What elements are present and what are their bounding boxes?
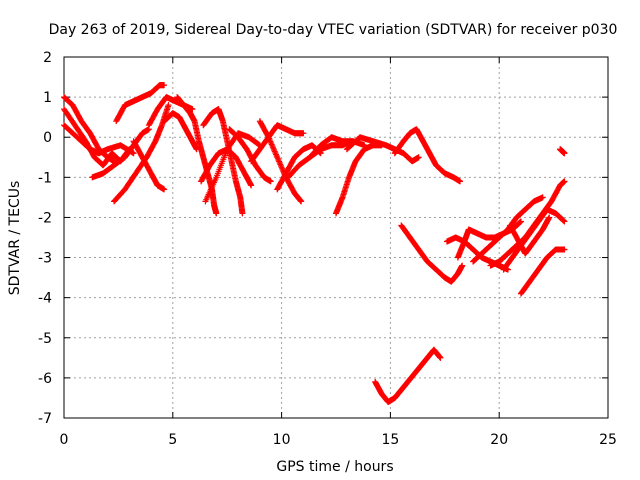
data-point: [539, 194, 546, 201]
data-point: [457, 178, 464, 185]
series-arc-32: [507, 214, 553, 257]
y-tick-label: -1: [38, 170, 52, 186]
data-point: [517, 218, 524, 225]
data-point: [161, 186, 168, 193]
series-arc-3: [61, 122, 137, 157]
data-point: [165, 102, 172, 109]
data-point: [298, 198, 305, 205]
x-tick-labels: 0 5 10 15 20 25: [60, 432, 617, 448]
x-tick-label: 25: [599, 432, 617, 448]
y-axis-label: SDTVAR / TECUs: [7, 181, 23, 296]
y-tick-label: -6: [38, 371, 52, 387]
y-tick-label: -4: [38, 291, 52, 307]
x-tick-label: 15: [381, 432, 399, 448]
x-axis-label: GPS time / hours: [276, 459, 393, 475]
data-point: [239, 210, 246, 217]
series-arc-21: [343, 134, 422, 165]
y-tick-label: 1: [43, 90, 52, 106]
data-point: [561, 218, 568, 225]
series-arc-12: [200, 106, 246, 217]
series-arc-15: [248, 122, 307, 165]
data-point: [561, 178, 568, 185]
data-point: [161, 82, 168, 89]
series-arc-24: [372, 346, 444, 405]
series-arc-23: [398, 222, 466, 285]
y-tick-label: 0: [43, 130, 52, 146]
series-arc-16: [256, 118, 305, 205]
series-arc-9: [161, 110, 200, 153]
y-tick-label: -2: [38, 210, 52, 226]
y-tick-labels: 2 1 0 -1 -2 -3 -4 -5 -6 -7: [38, 50, 52, 427]
axis-ticks: [63, 56, 609, 419]
data-point: [561, 150, 568, 157]
y-tick-label: -5: [38, 331, 52, 347]
x-tick-label: 20: [490, 432, 508, 448]
x-tick-label: 10: [273, 432, 291, 448]
series-arc-7: [130, 138, 168, 193]
x-tick-label: 0: [60, 432, 69, 448]
series-arc-6: [113, 82, 168, 125]
data-point: [546, 214, 553, 221]
series-arc-25: [443, 234, 511, 273]
data-point: [561, 246, 568, 253]
series-arc-31: [557, 146, 568, 157]
series-arc-22: [391, 126, 464, 185]
data-point: [459, 262, 466, 269]
chart-title: Day 263 of 2019, Sidereal Day-to-day VTE…: [49, 22, 618, 38]
y-tick-label: 2: [43, 50, 52, 66]
x-tick-label: 5: [168, 432, 177, 448]
series-arc-27: [470, 194, 546, 265]
series-arc-30: [517, 246, 568, 297]
series-arc-1: [61, 94, 118, 165]
series-arc-10: [174, 94, 220, 217]
data-point: [213, 210, 220, 217]
data-point: [300, 130, 307, 137]
data-point: [267, 178, 274, 185]
data-points: [61, 82, 568, 405]
series-arc-4: [89, 126, 152, 181]
y-tick-label: -7: [38, 411, 52, 427]
series-arc-20: [333, 142, 385, 217]
data-point: [415, 154, 422, 161]
data-point: [248, 182, 255, 189]
data-point: [130, 150, 137, 157]
series-arc-13: [202, 130, 263, 205]
plot-frame: [63, 56, 609, 419]
y-tick-label: -3: [38, 251, 52, 267]
series-arc-19: [306, 134, 368, 161]
data-point: [437, 354, 444, 361]
